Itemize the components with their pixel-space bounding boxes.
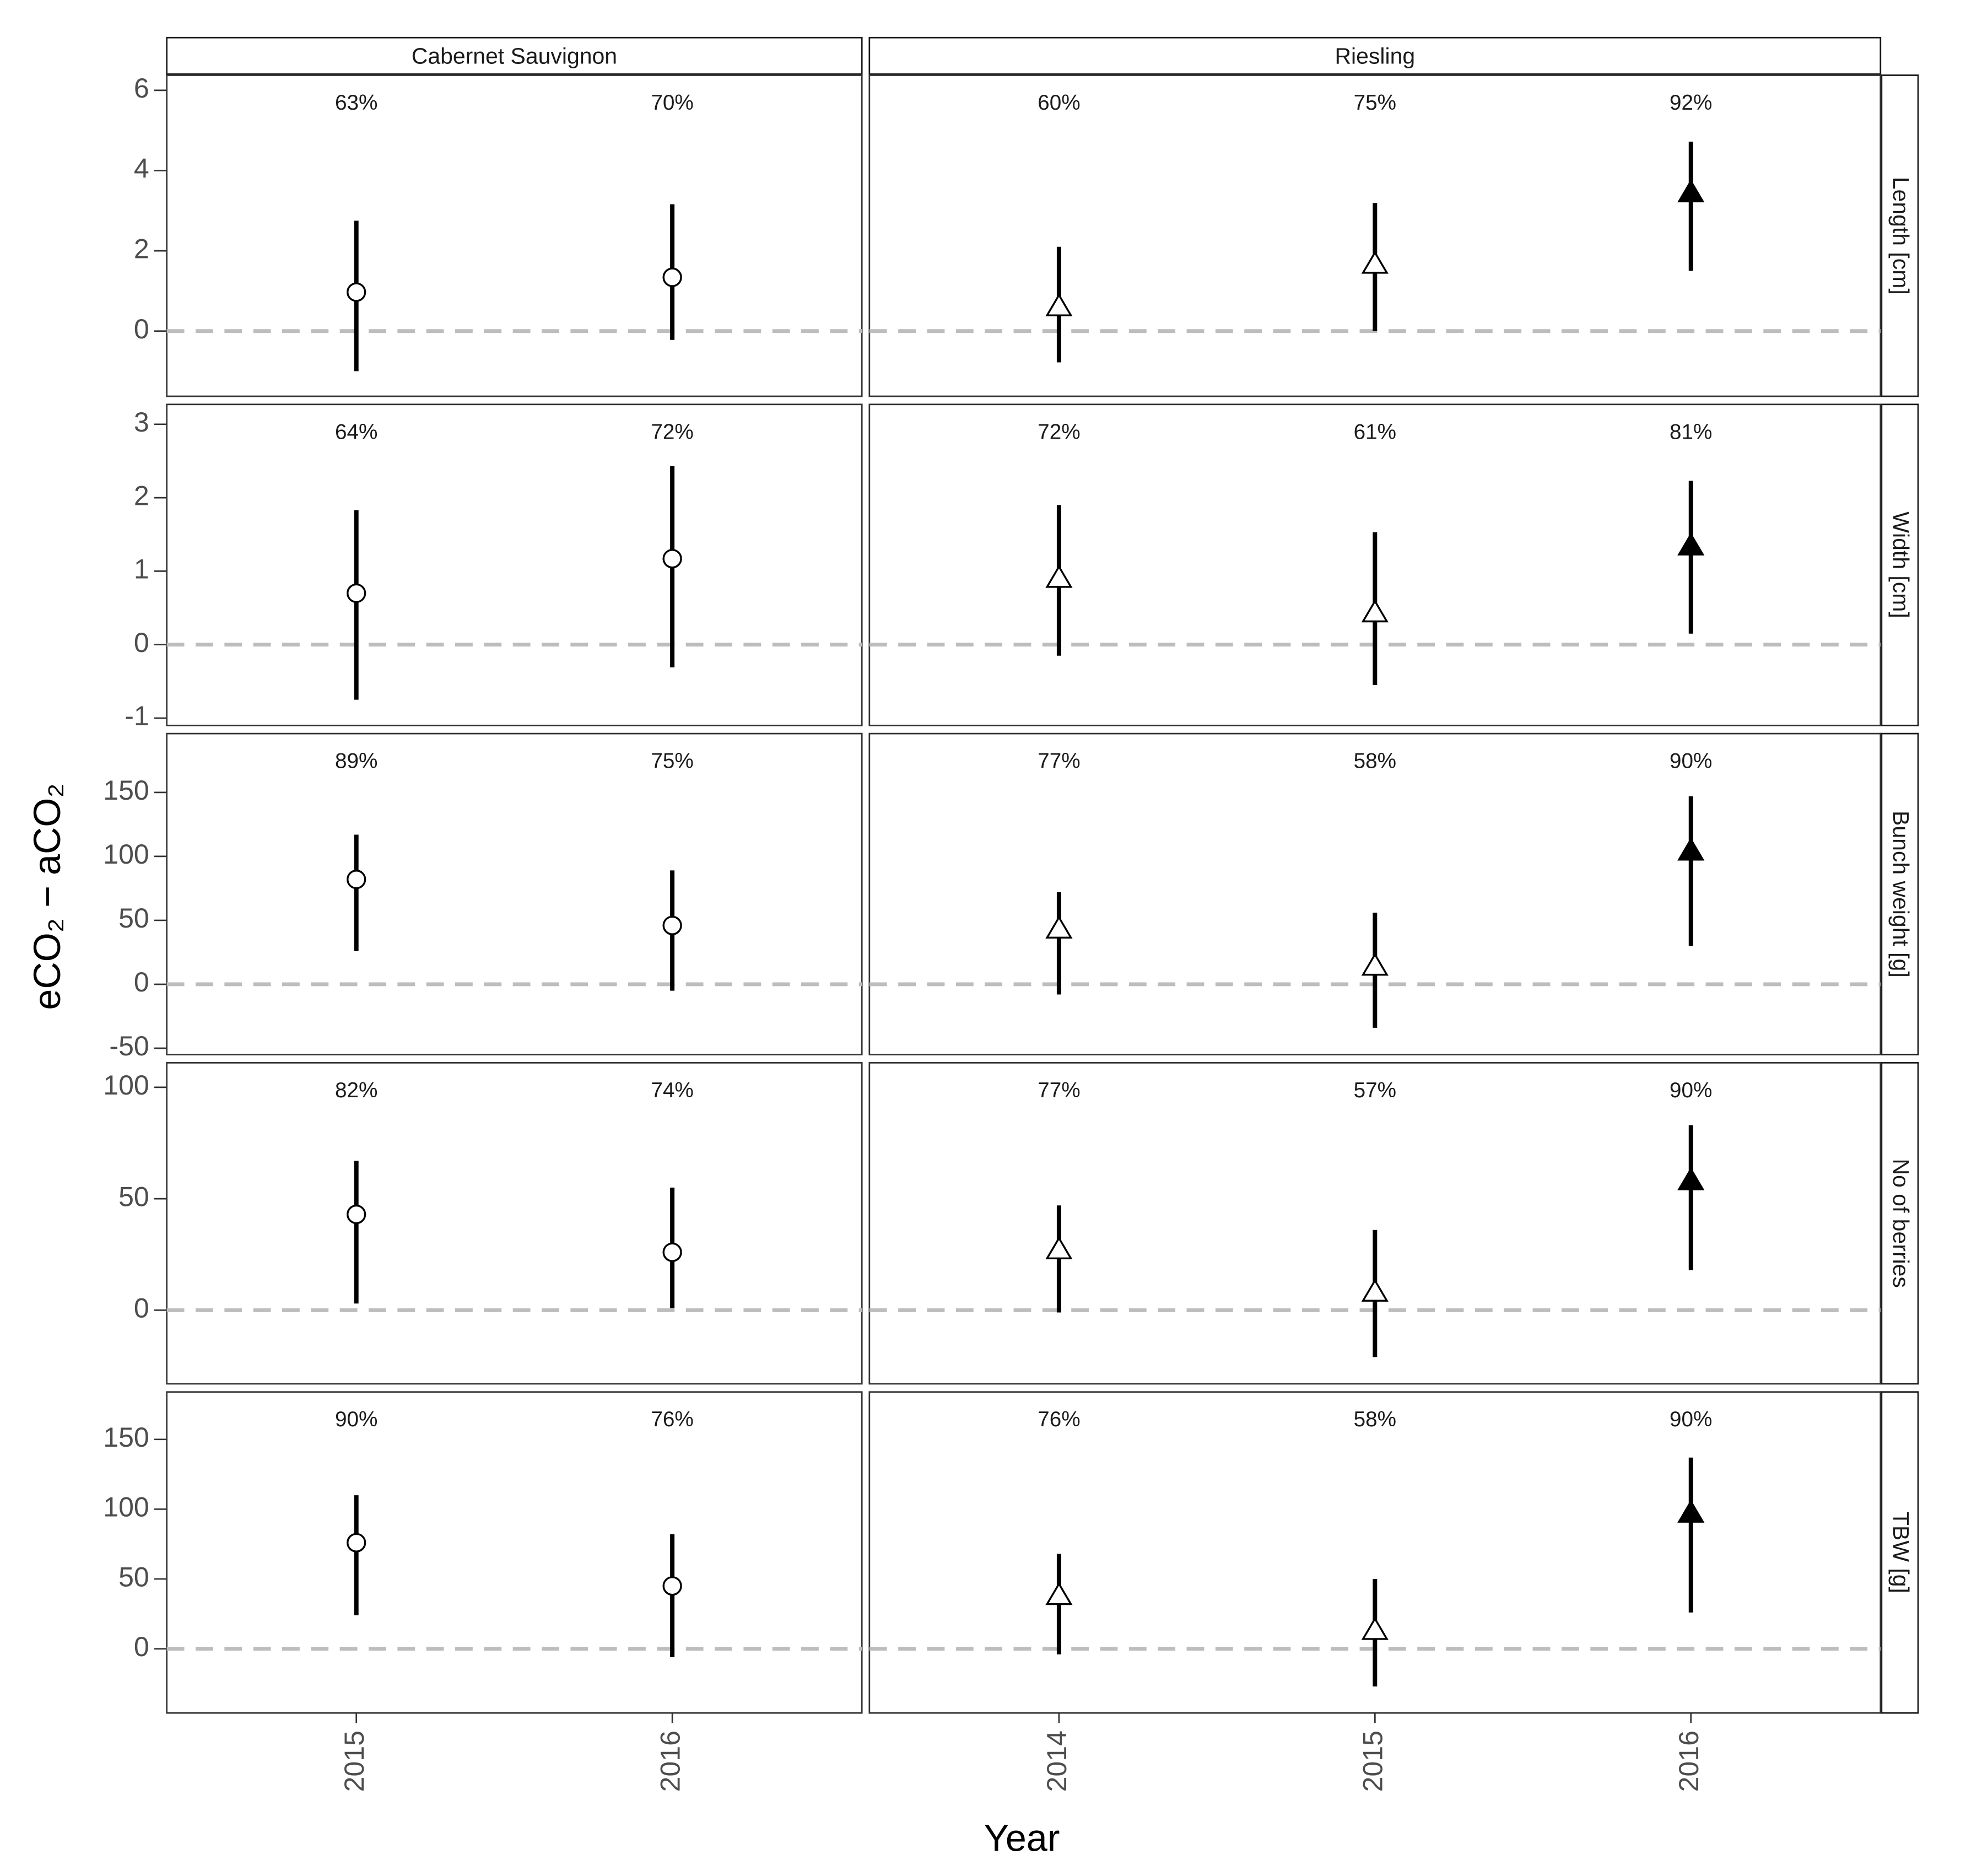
point — [1677, 532, 1705, 556]
panel — [166, 403, 863, 726]
annotation: 76% — [651, 1408, 693, 1431]
annotation: 63% — [335, 91, 377, 115]
y-tick-label: 50 — [118, 1561, 149, 1592]
point — [1045, 1582, 1073, 1605]
annotation: 57% — [1354, 1079, 1396, 1102]
y-tick-label: 2 — [134, 233, 149, 264]
annotation: 81% — [1670, 420, 1712, 444]
y-tick-label: 150 — [103, 1422, 149, 1453]
annotation: 64% — [335, 420, 377, 444]
annotation: 90% — [1670, 1408, 1712, 1431]
point — [347, 870, 366, 890]
point — [1045, 293, 1073, 316]
annotation: 72% — [1038, 420, 1080, 444]
point — [347, 1533, 366, 1552]
strip — [1879, 732, 1919, 1055]
strip — [868, 36, 1882, 76]
x-axis-title: Year — [984, 1817, 1060, 1859]
column-strip-label: Cabernet Sauvignon — [412, 43, 617, 68]
annotation: 58% — [1354, 750, 1396, 773]
row-strip-label: Width [cm] — [1888, 511, 1914, 618]
row-strip-label: Length [cm] — [1888, 177, 1914, 295]
point — [1361, 1279, 1389, 1302]
y-tick-label: 100 — [103, 839, 149, 870]
row-strip-label: Bunch weight [g] — [1888, 811, 1914, 978]
annotation: 90% — [1670, 750, 1712, 773]
column-strip-label: Riesling — [1335, 43, 1416, 68]
strip — [1879, 1391, 1919, 1714]
y-tick-label: 0 — [134, 1293, 149, 1324]
y-tick-label: 4 — [134, 153, 149, 184]
y-axis-title: eCO₂ − aCO₂ — [26, 783, 68, 1010]
point — [1361, 1616, 1389, 1640]
annotation: 75% — [651, 750, 693, 773]
panel — [166, 732, 863, 1055]
x-tick-label: 2016 — [1673, 1731, 1704, 1792]
annotation: 70% — [651, 91, 693, 115]
annotation: 60% — [1038, 91, 1080, 115]
annotation: 90% — [1670, 1079, 1712, 1102]
y-tick-label: -1 — [125, 700, 149, 731]
y-tick-label: 50 — [118, 1181, 149, 1212]
annotation: 82% — [335, 1079, 377, 1102]
point — [1677, 1500, 1705, 1523]
row-strip-label: No of berries — [1888, 1158, 1914, 1287]
y-tick-label: 0 — [134, 967, 149, 998]
annotation: 72% — [651, 420, 693, 444]
point — [662, 915, 682, 935]
panel — [166, 74, 863, 397]
annotation: 75% — [1354, 91, 1396, 115]
annotation: 76% — [1038, 1408, 1080, 1431]
point — [347, 282, 366, 302]
row-strip-label: TBW [g] — [1888, 1512, 1914, 1593]
point — [1045, 1236, 1073, 1260]
annotation: 89% — [335, 750, 377, 773]
y-tick-label: 2 — [134, 480, 149, 511]
y-tick-label: 0 — [134, 627, 149, 658]
y-tick-label: 100 — [103, 1070, 149, 1101]
annotation: 58% — [1354, 1408, 1396, 1431]
point — [1361, 952, 1389, 976]
point — [662, 267, 682, 287]
point — [1361, 250, 1389, 274]
point — [1677, 179, 1705, 203]
point — [662, 549, 682, 569]
y-tick-label: 1 — [134, 554, 149, 585]
point — [1677, 1167, 1705, 1190]
x-tick-label: 2015 — [1358, 1731, 1389, 1792]
strip — [1879, 403, 1919, 726]
annotation: 92% — [1670, 91, 1712, 115]
point — [347, 1204, 366, 1225]
point — [662, 1242, 682, 1262]
y-tick-label: 100 — [103, 1492, 149, 1523]
annotation: 77% — [1038, 750, 1080, 773]
point — [1361, 599, 1389, 623]
x-tick-label: 2016 — [655, 1731, 685, 1792]
y-tick-label: 0 — [134, 1631, 149, 1662]
point — [1045, 915, 1073, 939]
point — [662, 1576, 682, 1596]
point — [1677, 837, 1705, 861]
panel — [868, 1391, 1882, 1714]
annotation: 61% — [1354, 420, 1396, 444]
point — [347, 583, 366, 603]
x-tick-label: 2015 — [339, 1731, 370, 1792]
y-tick-label: 0 — [134, 314, 149, 344]
annotation: 74% — [651, 1079, 693, 1102]
panel — [166, 1391, 863, 1714]
y-tick-label: 50 — [118, 903, 149, 934]
panel — [166, 1062, 863, 1385]
y-tick-label: 6 — [134, 73, 149, 104]
annotation: 90% — [335, 1408, 377, 1431]
point — [1045, 564, 1073, 588]
strip — [166, 36, 863, 76]
annotation: 77% — [1038, 1079, 1080, 1102]
y-tick-label: 3 — [134, 407, 149, 438]
x-tick-label: 2014 — [1041, 1731, 1072, 1792]
y-tick-label: -50 — [109, 1031, 149, 1061]
y-tick-label: 150 — [103, 775, 149, 806]
